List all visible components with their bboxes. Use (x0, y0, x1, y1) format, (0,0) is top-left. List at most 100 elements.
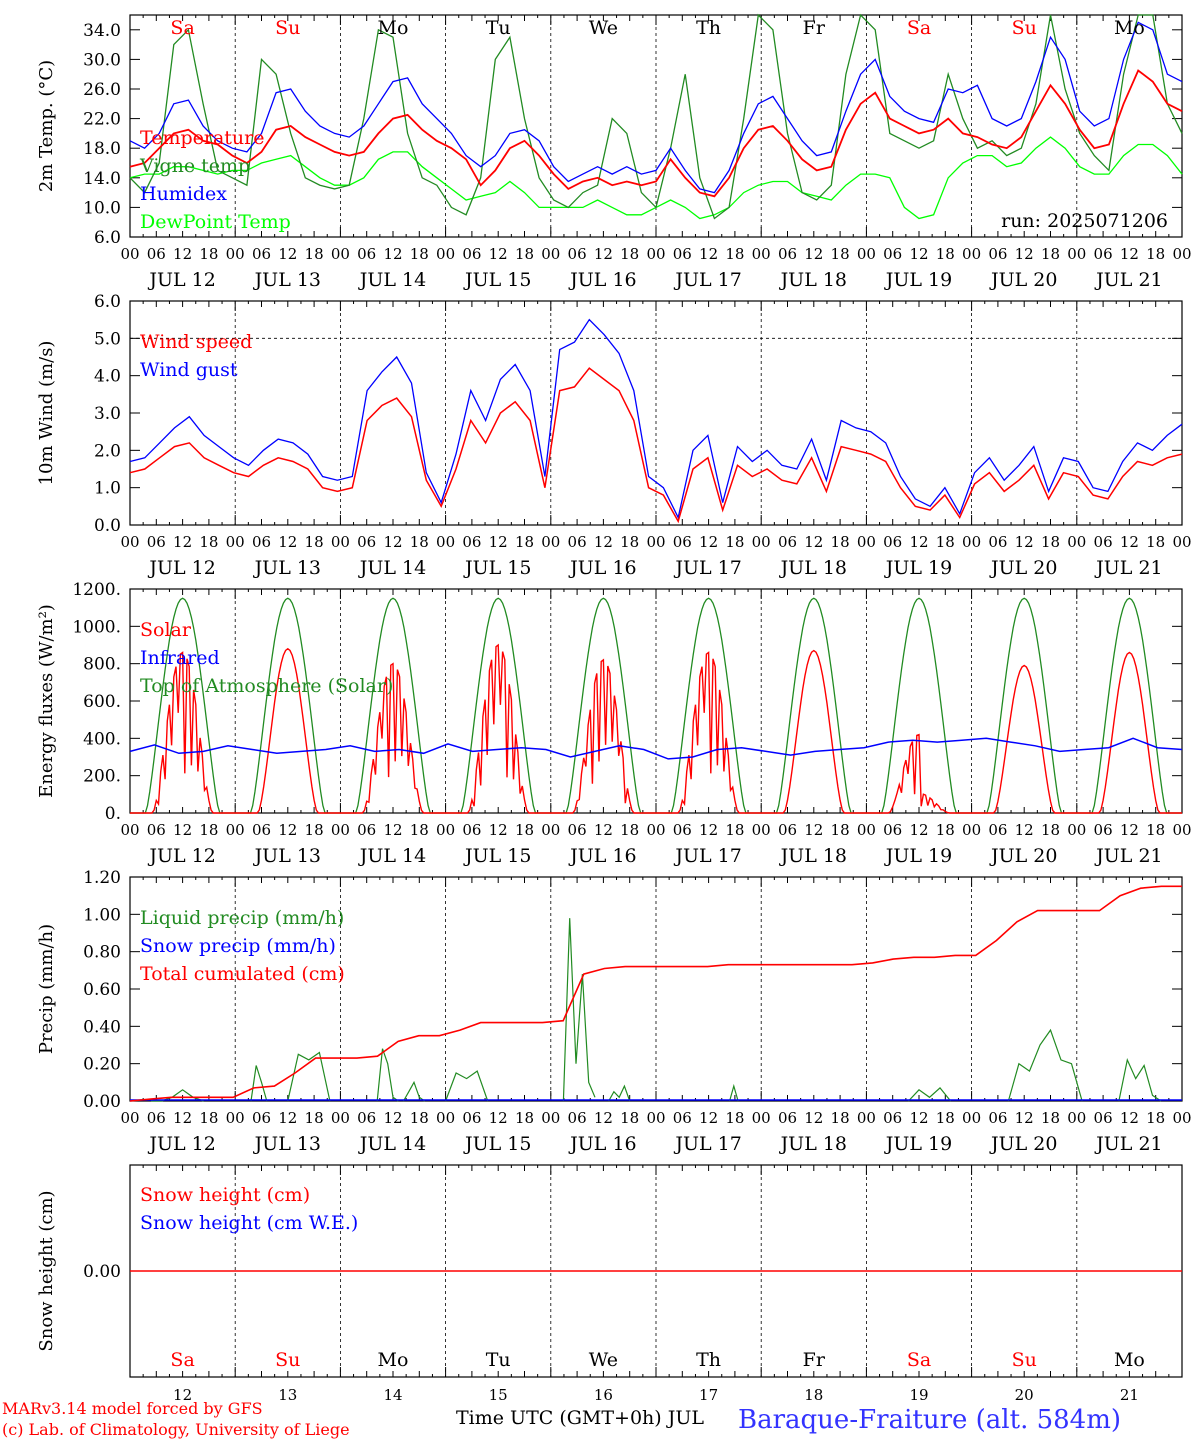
hour-tick-label: 00 (962, 821, 981, 839)
hour-tick-label: 06 (988, 821, 1007, 839)
hour-tick-label: 18 (515, 245, 534, 263)
legend-entry: Top of Atmosphere (Solar) (140, 675, 393, 697)
day-name-bottom: Su (1012, 1349, 1037, 1371)
hour-tick-label: 18 (831, 245, 850, 263)
hour-tick-label: 18 (936, 821, 955, 839)
hour-tick-label: 18 (305, 1109, 324, 1127)
hour-tick-label: 00 (962, 1109, 981, 1127)
series-line (1118, 1057, 1162, 1102)
hour-tick-label: 12 (804, 821, 823, 839)
hour-tick-label: 06 (1094, 533, 1113, 551)
hour-tick-label: 12 (909, 1109, 928, 1127)
hour-tick-label: 18 (305, 245, 324, 263)
hour-tick-label: 06 (357, 1109, 376, 1127)
hour-tick-label: 12 (1015, 821, 1034, 839)
y-tick-label: 4.0 (94, 367, 121, 387)
hour-tick-label: 00 (541, 821, 560, 839)
hour-tick-label: 12 (383, 245, 402, 263)
date-label: JUL 13 (253, 1133, 321, 1155)
y-tick-label: 0.60 (83, 980, 121, 1000)
hour-tick-label: 12 (278, 245, 297, 263)
legend-entry: Snow precip (mm/h) (140, 935, 336, 957)
y-tick-label: 5.0 (94, 329, 121, 349)
hour-tick-label: 06 (568, 245, 587, 263)
y-tick-label: 200. (83, 767, 121, 787)
date-label: JUL 21 (1094, 557, 1162, 579)
hour-tick-label: 06 (568, 821, 587, 839)
date-label: JUL 18 (779, 269, 847, 291)
hour-tick-label: 00 (226, 821, 245, 839)
hour-tick-label: 06 (1094, 245, 1113, 263)
series-line (908, 1087, 952, 1102)
hour-tick-label: 12 (804, 533, 823, 551)
hour-tick-label: 12 (278, 533, 297, 551)
hour-tick-label: 18 (620, 533, 639, 551)
hour-tick-label: 06 (988, 533, 1007, 551)
y-tick-label: 0.00 (83, 1262, 121, 1282)
date-label: JUL 13 (253, 557, 321, 579)
hour-tick-label: 00 (646, 245, 665, 263)
hour-tick-label: 18 (515, 821, 534, 839)
day-number: 16 (594, 1386, 613, 1404)
day-name-bottom: Fr (803, 1349, 826, 1371)
y-tick-label: 0.00 (83, 1092, 121, 1112)
date-label: JUL 13 (253, 845, 321, 867)
day-name-bottom: We (589, 1349, 618, 1371)
legend-entry: Snow height (cm) (140, 1184, 310, 1206)
y-axis-label: 10m Wind (m/s) (36, 341, 57, 486)
hour-tick-label: 18 (831, 821, 850, 839)
y-tick-label: 1000. (72, 617, 121, 637)
hour-tick-label: 00 (1067, 821, 1086, 839)
hour-tick-label: 06 (147, 1109, 166, 1127)
hour-tick-label: 06 (252, 533, 271, 551)
y-tick-label: 1.0 (94, 479, 121, 499)
series-line (445, 1070, 489, 1102)
series-line (608, 1084, 631, 1102)
hour-tick-label: 12 (594, 533, 613, 551)
hour-tick-label: 12 (1015, 533, 1034, 551)
series-line (129, 21, 1183, 194)
footer-station: Baraque-Fraiture (alt. 584m) (738, 1405, 1121, 1435)
hour-tick-label: 12 (173, 533, 192, 551)
hour-tick-label: 00 (962, 245, 981, 263)
hour-tick-label: 12 (489, 821, 508, 839)
date-label: JUL 17 (673, 1133, 741, 1155)
date-label: JUL 18 (779, 845, 847, 867)
hour-tick-label: 12 (804, 1109, 823, 1127)
day-name-top: Tu (486, 17, 511, 39)
day-name-top: Su (275, 17, 300, 39)
y-tick-label: 6.0 (94, 228, 121, 248)
day-number: 18 (804, 1386, 823, 1404)
y-tick-label: 2.0 (94, 441, 121, 461)
day-name-top: Th (696, 17, 721, 39)
hour-tick-label: 18 (305, 821, 324, 839)
hour-tick-label: 06 (1094, 1109, 1113, 1127)
hour-tick-label: 00 (1172, 533, 1191, 551)
date-label: JUL 20 (989, 269, 1057, 291)
hour-tick-label: 00 (120, 533, 139, 551)
y-tick-label: 30.0 (83, 50, 121, 70)
y-tick-label: 10.0 (83, 198, 121, 218)
footer-axis-label: Time UTC (GMT+0h) JUL (456, 1407, 704, 1429)
hour-tick-label: 18 (831, 1109, 850, 1127)
y-tick-label: 14.0 (83, 169, 121, 189)
hour-tick-label: 18 (410, 245, 429, 263)
hour-tick-label: 06 (357, 821, 376, 839)
hour-tick-label: 18 (620, 821, 639, 839)
hour-tick-label: 18 (410, 1109, 429, 1127)
hour-tick-label: 06 (883, 1109, 902, 1127)
hour-tick-label: 06 (462, 821, 481, 839)
legend-entry: Total cumulated (cm) (140, 963, 345, 985)
legend-entry: Wind speed (140, 331, 252, 353)
hour-tick-label: 00 (1067, 1109, 1086, 1127)
y-tick-label: 0.0 (94, 516, 121, 536)
hour-tick-label: 12 (909, 245, 928, 263)
hour-tick-label: 00 (541, 533, 560, 551)
hour-tick-label: 00 (857, 245, 876, 263)
hour-tick-label: 06 (252, 245, 271, 263)
hour-tick-label: 00 (541, 245, 560, 263)
hour-tick-label: 06 (1094, 821, 1113, 839)
day-name-bottom: Mo (378, 1349, 409, 1371)
hour-tick-label: 00 (1172, 821, 1191, 839)
series-line (130, 643, 1182, 814)
